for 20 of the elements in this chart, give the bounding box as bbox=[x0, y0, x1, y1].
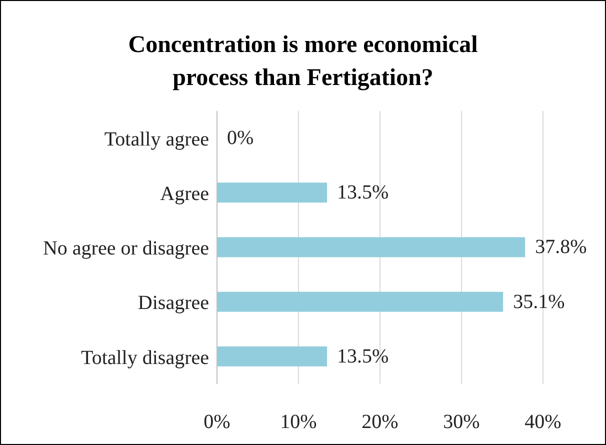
data-label: 13.5% bbox=[337, 345, 389, 368]
data-label: 13.5% bbox=[337, 182, 389, 204]
bar bbox=[217, 292, 504, 312]
y-tick-label: Agree bbox=[160, 183, 210, 205]
bar bbox=[217, 237, 526, 258]
bar bbox=[217, 182, 328, 203]
x-tick-label: 30% bbox=[443, 411, 480, 434]
bar bbox=[217, 346, 328, 366]
y-tick-label: Totally disagree bbox=[81, 346, 210, 369]
data-label: 35.1% bbox=[513, 290, 565, 313]
chart-title: Concentration is more economical process than Fertigation? bbox=[127, 31, 479, 93]
y-tick-label: Disagree bbox=[138, 292, 210, 314]
x-tick-label: 10% bbox=[280, 411, 317, 434]
data-label: 0% bbox=[227, 127, 254, 149]
y-tick-label: Totally agree bbox=[104, 128, 210, 150]
x-tick-label: 40% bbox=[524, 411, 562, 434]
x-tick-label: 20% bbox=[362, 411, 398, 434]
x-tick-label: 0% bbox=[204, 411, 230, 434]
data-label: 37.8% bbox=[535, 236, 587, 258]
y-tick-label: No agree or disagree bbox=[42, 238, 210, 260]
